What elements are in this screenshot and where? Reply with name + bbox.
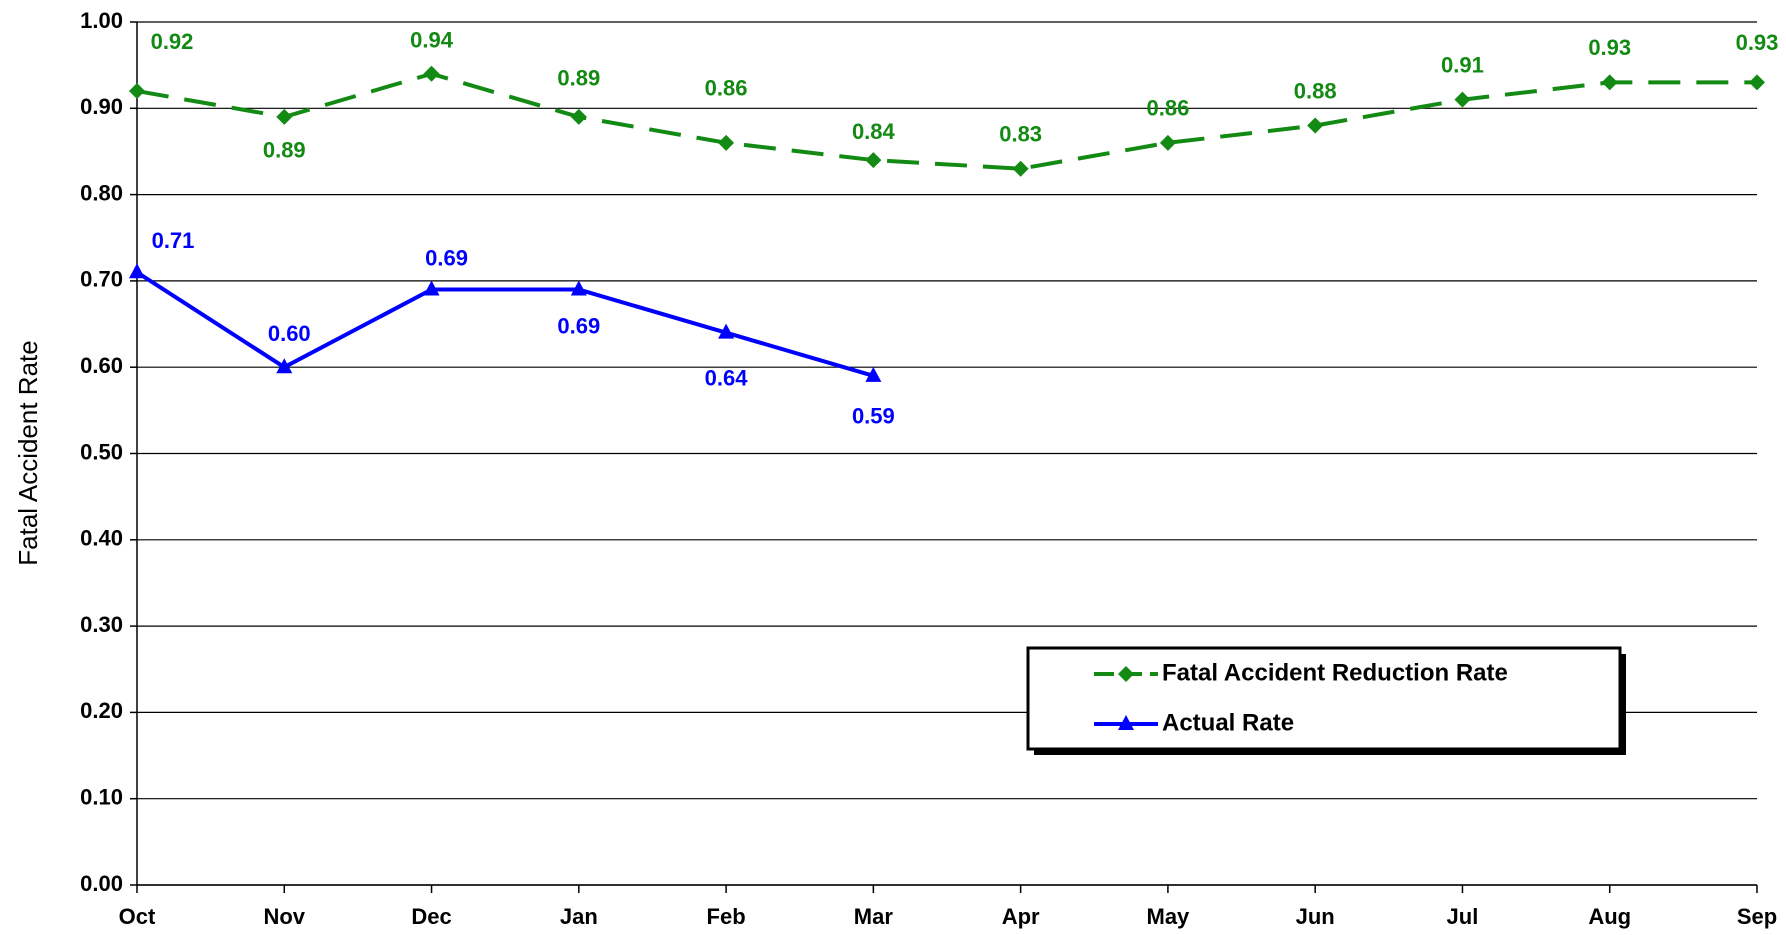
x-tick-label: Apr	[1002, 904, 1040, 929]
value-label: 0.91	[1441, 52, 1484, 77]
legend-box	[1026, 646, 1622, 751]
y-tick-label: 0.10	[80, 785, 123, 810]
value-label: 0.94	[410, 28, 454, 53]
data-point	[865, 366, 882, 382]
data-point	[1012, 160, 1029, 177]
y-tick-label: 0.60	[80, 353, 123, 378]
value-label: 0.71	[152, 228, 195, 253]
value-label: 0.89	[557, 66, 600, 91]
value-label: 0.92	[151, 29, 194, 54]
x-tick-label: Aug	[1588, 904, 1631, 929]
legend-label: Fatal Accident Reduction Rate	[1162, 659, 1508, 686]
data-point	[1307, 117, 1324, 134]
series-line	[135, 270, 874, 378]
data-point	[276, 108, 293, 125]
y-tick-label: 0.80	[80, 180, 123, 205]
x-tick-label: May	[1147, 904, 1191, 929]
y-tick-label: 0.20	[80, 698, 123, 723]
x-tick-label: Jul	[1447, 904, 1479, 929]
y-tick-label: 0.70	[80, 267, 123, 292]
data-point	[423, 280, 440, 296]
value-label: 0.93	[1588, 35, 1631, 60]
data-point	[1159, 134, 1176, 151]
value-label: 0.86	[705, 76, 748, 101]
y-tick-label: 0.00	[80, 871, 123, 896]
value-label: 0.89	[263, 138, 306, 163]
legend-marker	[1118, 666, 1134, 682]
value-label: 0.64	[705, 365, 749, 390]
data-point	[1601, 74, 1618, 91]
data-point	[129, 263, 145, 279]
x-tick-label: Jun	[1296, 904, 1335, 929]
value-label: 0.60	[268, 321, 311, 346]
value-label: 0.83	[999, 122, 1042, 147]
x-tick-label: Nov	[263, 904, 305, 929]
y-tick-label: 0.30	[80, 612, 123, 637]
legend-label: Actual Rate	[1162, 709, 1294, 736]
x-tick-label: Feb	[707, 904, 746, 929]
legend-marker	[1118, 715, 1134, 730]
x-tick-label: Jan	[560, 904, 598, 929]
data-point	[570, 108, 587, 125]
data-point	[865, 152, 882, 169]
x-tick-label: Oct	[119, 904, 156, 929]
value-label: 0.86	[1146, 96, 1189, 121]
data-point	[129, 83, 145, 100]
value-label: 0.59	[852, 404, 895, 429]
data-point	[423, 65, 440, 82]
data-point	[570, 280, 587, 296]
value-label: 0.88	[1294, 78, 1337, 103]
x-tick-label: Sep	[1737, 904, 1777, 929]
value-label: 0.93	[1736, 30, 1779, 55]
y-tick-label: 0.40	[80, 526, 123, 551]
value-label: 0.69	[557, 313, 600, 338]
x-tick-label: Dec	[411, 904, 451, 929]
y-tick-label: 0.90	[80, 94, 123, 119]
x-tick-label: Mar	[854, 904, 894, 929]
data-point	[1749, 74, 1765, 91]
data-point	[1454, 91, 1471, 108]
data-point	[276, 358, 293, 374]
series-line	[136, 71, 1757, 171]
data-point	[718, 323, 735, 339]
y-tick-label: 0.50	[80, 439, 123, 464]
y-tick-label: 1.00	[80, 8, 123, 33]
value-label: 0.84	[852, 119, 896, 144]
y-axis-title: Fatal Accident Rate	[13, 340, 43, 565]
value-label: 0.69	[425, 245, 468, 270]
data-point	[718, 134, 735, 151]
